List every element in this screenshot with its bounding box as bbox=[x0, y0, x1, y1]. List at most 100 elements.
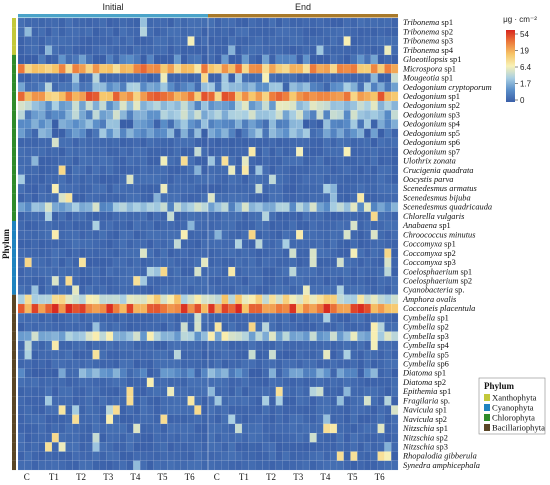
heatmap-cell bbox=[363, 285, 372, 295]
heatmap-cell bbox=[112, 303, 121, 314]
heatmap-cell bbox=[167, 73, 175, 83]
heatmap-cell bbox=[262, 349, 270, 360]
heatmap-cell bbox=[309, 276, 317, 286]
heatmap-cell bbox=[31, 359, 39, 369]
heatmap-cell bbox=[214, 442, 222, 452]
heatmap-cell bbox=[51, 460, 59, 471]
heatmap-cell bbox=[370, 100, 378, 111]
heatmap-cell bbox=[72, 340, 80, 351]
heatmap-cell bbox=[296, 405, 304, 415]
heatmap-cell bbox=[51, 91, 59, 102]
heatmap-cell bbox=[289, 211, 297, 222]
heatmap-cell bbox=[72, 193, 80, 203]
heatmap-cell bbox=[207, 248, 216, 259]
heatmap-cell bbox=[99, 119, 107, 129]
heatmap-cell bbox=[302, 137, 311, 148]
heatmap-cell bbox=[255, 220, 263, 231]
heatmap-cell bbox=[160, 377, 168, 388]
heatmap-cell bbox=[180, 322, 188, 332]
heatmap-cell bbox=[24, 100, 32, 111]
heatmap-cell bbox=[31, 128, 39, 139]
heatmap-cell bbox=[289, 257, 297, 268]
heatmap-cell bbox=[384, 396, 392, 406]
heatmap-cell bbox=[350, 442, 358, 452]
heatmap-cell bbox=[44, 193, 53, 203]
heatmap-cell bbox=[323, 91, 331, 102]
heatmap-cell bbox=[370, 54, 378, 65]
heatmap-cell bbox=[268, 17, 277, 28]
heatmap-cell bbox=[180, 248, 188, 259]
heatmap-cell bbox=[357, 229, 365, 240]
heatmap-cell bbox=[391, 451, 399, 462]
heatmap-cell bbox=[31, 146, 39, 157]
heatmap-cell bbox=[146, 156, 154, 166]
heatmap-cell bbox=[255, 322, 263, 332]
heatmap-cell bbox=[167, 248, 175, 259]
heatmap-cell bbox=[316, 174, 324, 185]
heatmap-cell bbox=[167, 312, 175, 323]
heatmap-cell bbox=[282, 91, 290, 102]
heatmap-cell bbox=[289, 312, 297, 323]
heatmap-cell bbox=[234, 73, 243, 83]
heatmap-cell bbox=[302, 248, 311, 259]
heatmap-cell bbox=[207, 239, 216, 249]
heatmap-cell bbox=[153, 211, 161, 222]
heatmap-cell bbox=[336, 220, 344, 231]
heatmap-cell bbox=[126, 359, 134, 369]
heatmap-cell bbox=[58, 17, 66, 28]
heatmap-cell bbox=[248, 248, 256, 259]
phylum-bar-segment bbox=[12, 340, 16, 351]
heatmap-cell bbox=[78, 119, 87, 129]
heatmap-cell bbox=[58, 54, 66, 65]
heatmap-cell bbox=[65, 396, 73, 406]
heatmap-cell bbox=[187, 54, 195, 65]
heatmap-cell bbox=[316, 451, 324, 462]
heatmap-cell bbox=[78, 405, 87, 415]
heatmap-cell bbox=[255, 165, 263, 176]
heatmap-cell bbox=[167, 229, 175, 240]
heatmap-cell bbox=[255, 405, 263, 415]
heatmap-cell bbox=[262, 174, 270, 185]
heatmap-cell bbox=[112, 285, 121, 295]
heatmap-cell bbox=[153, 54, 161, 65]
heatmap-cell bbox=[336, 128, 344, 139]
heatmap-cell bbox=[112, 340, 121, 351]
heatmap-cell bbox=[357, 442, 365, 452]
heatmap-cell bbox=[153, 100, 161, 111]
heatmap-cell bbox=[275, 220, 283, 231]
heatmap-cell bbox=[126, 405, 134, 415]
heatmap-cell bbox=[302, 303, 311, 314]
heatmap-cell bbox=[99, 331, 107, 342]
heatmap-cell bbox=[85, 156, 93, 166]
heatmap-cell bbox=[78, 303, 87, 314]
heatmap-cell bbox=[44, 156, 53, 166]
heatmap-cell bbox=[44, 340, 53, 351]
heatmap-cell bbox=[275, 405, 283, 415]
heatmap-cell bbox=[343, 100, 351, 111]
heatmap-cell bbox=[268, 63, 277, 74]
heatmap-cell bbox=[214, 322, 222, 332]
heatmap-cell bbox=[44, 119, 53, 129]
heatmap-cell bbox=[302, 73, 311, 83]
heatmap-cell bbox=[363, 451, 372, 462]
heatmap-cell bbox=[228, 211, 236, 222]
heatmap-cell bbox=[85, 110, 93, 120]
heatmap-cell bbox=[17, 100, 26, 111]
heatmap-cell bbox=[160, 156, 168, 166]
heatmap-cell bbox=[262, 359, 270, 369]
heatmap-cell bbox=[255, 294, 263, 305]
heatmap-cell bbox=[377, 322, 385, 332]
heatmap-cell bbox=[201, 331, 209, 342]
heatmap-cell bbox=[44, 377, 53, 388]
heatmap-cell bbox=[255, 423, 263, 434]
heatmap-cell bbox=[65, 183, 73, 194]
heatmap-cell bbox=[99, 340, 107, 351]
heatmap-cell bbox=[241, 303, 249, 314]
heatmap-cell bbox=[173, 322, 182, 332]
heatmap-cell bbox=[275, 73, 283, 83]
heatmap-cell bbox=[316, 414, 324, 425]
heatmap-cell bbox=[323, 451, 331, 462]
heatmap-cell bbox=[370, 119, 378, 129]
heatmap-cell bbox=[384, 312, 392, 323]
heatmap-cell bbox=[17, 36, 26, 46]
